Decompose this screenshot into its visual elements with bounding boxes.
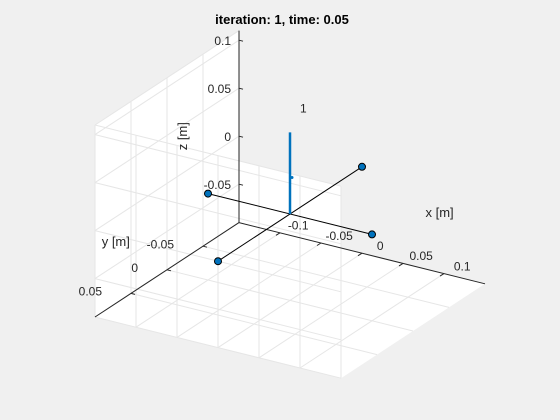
z-tick-mark [238,135,244,138]
box-edge [94,30,240,126]
x-tick-label: 0.05 [409,249,433,263]
z-tick-mark [238,183,244,186]
z-tick-label: -0.05 [204,178,232,192]
grid-line [94,135,240,232]
grid-line [94,183,240,280]
y-axis-label: y [m] [102,234,130,249]
annotation-label: 1 [300,101,307,115]
y-tick-label: 0 [131,261,138,275]
y-tick-label: -0.05 [147,237,175,251]
z-tick-mark [238,87,244,90]
tick-labels: -0.1 -0.05 0 0.05 0.1 -0.05 0 0.05 -0.05 0 0.05 0.1 [79,34,471,298]
plot-marks: 1 [204,101,376,266]
grid-line [94,39,240,136]
z-tick-label: 0.1 [214,34,231,48]
y-tick-mark [130,292,136,295]
z-axis-label: z [m] [175,122,190,150]
grid-line [202,245,450,308]
z-tick-label: 0 [224,130,231,144]
thrust-marker [290,175,294,179]
grid-line [94,134,342,197]
rotor-point [358,162,366,171]
x-tick-label: 0.1 [454,259,471,273]
rotor-point [204,189,212,198]
x-tick-mark [275,232,281,236]
y-tick-label: 0.05 [79,285,103,299]
grid-line [94,278,342,341]
y-tick-mark [166,269,172,272]
x-tick-mark [439,273,445,277]
grid-line [166,269,414,332]
x-tick-label: -0.05 [325,229,353,243]
z-tick-mark [238,39,244,42]
x-tick-label: 0 [377,239,384,253]
rotor-point [214,257,222,266]
x-axis-label: x [m] [426,205,454,220]
z-tick-label: 0.05 [208,82,232,96]
x-tick-mark [398,262,404,267]
grid-line [130,292,378,356]
x-tick-mark [357,252,363,257]
grid-line [94,87,240,184]
x-tick-mark [316,242,322,246]
x-tick-label: -0.1 [288,219,309,233]
box-edge [94,316,342,379]
box-edge [94,124,342,187]
rotor-point [368,230,376,239]
chart-title: iteration: 1, time: 0.05 [215,12,349,27]
y-tick-mark [202,245,208,248]
grid-line [94,182,342,245]
